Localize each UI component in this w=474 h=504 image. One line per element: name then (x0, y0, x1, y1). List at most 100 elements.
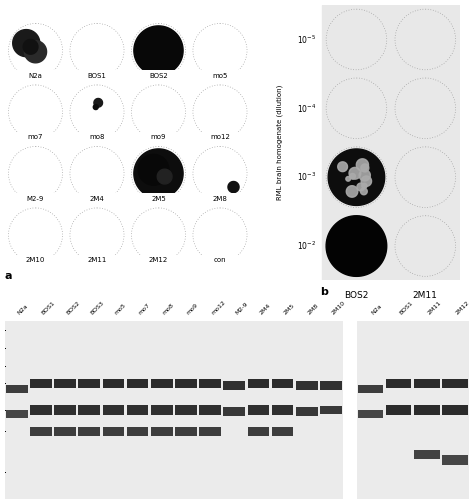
Text: 2M8: 2M8 (212, 196, 228, 202)
Bar (320, 406, 342, 414)
Text: 2M8: 2M8 (307, 303, 319, 316)
Bar (175, 405, 197, 415)
Bar (54, 379, 76, 389)
Text: a: a (5, 271, 12, 281)
Bar (127, 405, 148, 415)
Bar (175, 427, 197, 436)
Bar (414, 405, 440, 415)
Text: BOS1: BOS1 (399, 300, 414, 316)
Text: mo5: mo5 (113, 302, 127, 316)
Polygon shape (138, 154, 169, 185)
Bar (102, 379, 124, 389)
Text: $10^{-2}$: $10^{-2}$ (297, 240, 317, 252)
Text: mo7: mo7 (28, 134, 43, 140)
Bar (247, 405, 269, 415)
Bar (272, 379, 293, 389)
Bar (5, 132, 251, 143)
Polygon shape (326, 216, 387, 276)
Text: 2M5: 2M5 (283, 303, 295, 316)
Bar (199, 379, 221, 389)
Bar (54, 405, 76, 415)
Bar (102, 405, 124, 415)
Text: BOS3: BOS3 (89, 300, 105, 316)
Bar (5, 255, 251, 266)
Text: 2M10: 2M10 (26, 257, 45, 263)
Text: RML brain homogenate (dilution): RML brain homogenate (dilution) (276, 85, 283, 201)
Bar (78, 427, 100, 436)
Text: 2M4: 2M4 (258, 303, 272, 316)
Bar (358, 385, 383, 393)
Polygon shape (359, 170, 370, 181)
Bar (78, 379, 100, 389)
Bar (199, 427, 221, 436)
Text: 2M11: 2M11 (413, 291, 438, 300)
Polygon shape (13, 30, 40, 56)
Bar (358, 410, 383, 418)
Text: mo8: mo8 (89, 134, 105, 140)
Text: $10^{-3}$: $10^{-3}$ (297, 171, 317, 183)
Polygon shape (346, 176, 350, 181)
Text: $10^{-4}$: $10^{-4}$ (297, 102, 317, 114)
Bar (54, 427, 76, 436)
Bar (296, 407, 318, 416)
Polygon shape (356, 159, 368, 171)
Text: con: con (214, 257, 226, 263)
Text: N2a: N2a (371, 303, 383, 316)
Bar (296, 381, 318, 390)
Text: b: b (320, 287, 328, 297)
Polygon shape (134, 149, 183, 198)
Polygon shape (93, 105, 98, 109)
Text: 2M12: 2M12 (455, 300, 471, 316)
Bar (199, 405, 221, 415)
Bar (272, 427, 293, 436)
Bar (414, 379, 440, 389)
Polygon shape (328, 149, 385, 206)
Text: mo8: mo8 (162, 302, 175, 316)
Bar (175, 379, 197, 389)
Bar (322, 5, 391, 281)
Bar (247, 427, 269, 436)
Bar (30, 427, 52, 436)
Text: BOS2: BOS2 (65, 300, 81, 316)
Text: 2M11: 2M11 (427, 300, 443, 316)
Bar (223, 381, 245, 390)
Text: 2M12: 2M12 (149, 257, 168, 263)
Bar (6, 385, 27, 393)
Polygon shape (346, 185, 358, 197)
Bar (443, 455, 468, 465)
Bar (78, 405, 100, 415)
Bar (443, 405, 468, 415)
Polygon shape (361, 176, 372, 186)
Bar (247, 379, 269, 389)
Polygon shape (361, 164, 369, 172)
Text: mo12: mo12 (210, 300, 226, 316)
Text: BOS1: BOS1 (41, 300, 56, 316)
Bar (127, 427, 148, 436)
Text: BOS1: BOS1 (88, 73, 107, 79)
Bar (127, 379, 148, 389)
Polygon shape (357, 183, 365, 191)
Polygon shape (228, 181, 239, 193)
Text: mo5: mo5 (212, 73, 228, 79)
Bar (6, 410, 27, 418)
Text: mo9: mo9 (186, 302, 200, 316)
Bar (386, 379, 411, 389)
Text: BOS2: BOS2 (149, 73, 168, 79)
Bar (391, 5, 460, 281)
Polygon shape (25, 41, 46, 63)
Text: $10^{-5}$: $10^{-5}$ (297, 33, 317, 46)
Bar (223, 407, 245, 416)
Bar (151, 379, 173, 389)
Bar (272, 405, 293, 415)
Text: M2-9: M2-9 (27, 196, 44, 202)
Bar (5, 193, 251, 204)
Text: BOS2: BOS2 (344, 291, 369, 300)
Bar (320, 381, 342, 390)
Bar (386, 405, 411, 415)
Text: mo7: mo7 (137, 302, 151, 316)
Text: N2a: N2a (28, 73, 43, 79)
Bar (443, 379, 468, 389)
Bar (102, 427, 124, 436)
Text: N2a: N2a (17, 303, 29, 316)
Bar (5, 70, 251, 81)
